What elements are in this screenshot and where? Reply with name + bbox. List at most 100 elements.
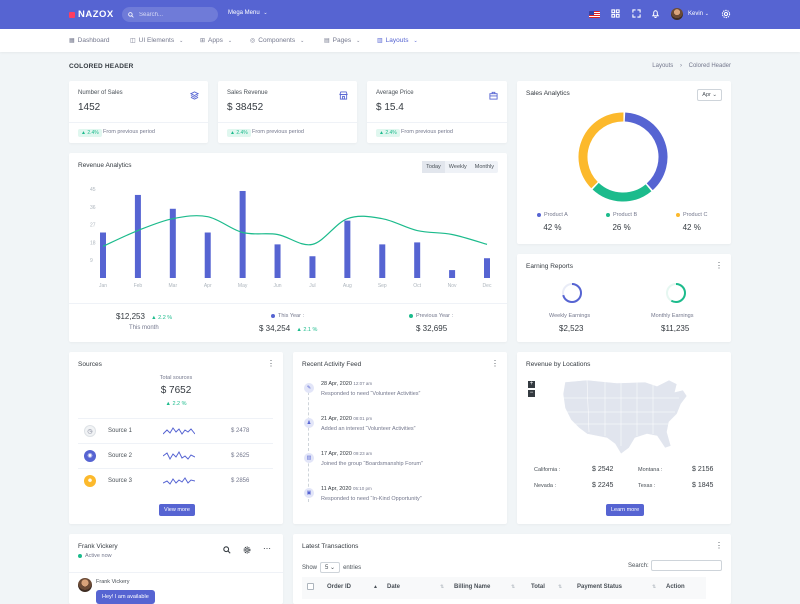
usa-map bbox=[562, 379, 688, 455]
search-icon bbox=[128, 11, 134, 18]
range-today-button[interactable]: Today bbox=[422, 161, 445, 173]
us-flag-icon[interactable] bbox=[589, 11, 600, 18]
recent-activity-card: Recent Activity Feed ⋮ ✎ 28 Apr, 2020 12… bbox=[293, 352, 507, 524]
stat-label: Number of Sales bbox=[78, 90, 123, 96]
column-order-id[interactable]: Order ID bbox=[327, 584, 352, 590]
revenue-bar bbox=[309, 256, 316, 278]
sort-icon[interactable]: ⇅ bbox=[511, 584, 516, 590]
sort-icon[interactable]: ⇅ bbox=[652, 584, 657, 590]
more-options-icon[interactable]: ⋯ bbox=[263, 544, 271, 553]
y-tick-label: 36 bbox=[90, 205, 96, 211]
briefcase-icon bbox=[488, 91, 498, 101]
revenue-line bbox=[102, 215, 488, 247]
legend-label-row: Product C bbox=[676, 212, 707, 218]
sort-icon[interactable]: ⇅ bbox=[440, 584, 445, 590]
revenue-bar bbox=[274, 244, 281, 278]
chat-status-text: Active now bbox=[85, 553, 112, 559]
card-title: Latest Transactions bbox=[302, 543, 359, 550]
month-select-value: Apr bbox=[702, 92, 711, 98]
mega-menu-toggle[interactable]: Mega Menu ⌄ bbox=[228, 10, 268, 16]
activity-time: 12:07 am bbox=[353, 381, 373, 386]
legend-dot bbox=[606, 213, 610, 217]
month-total: $12,253 ▲ 2.2 % bbox=[116, 312, 172, 321]
fullscreen-icon[interactable] bbox=[632, 9, 641, 20]
column-total[interactable]: Total bbox=[531, 584, 545, 590]
x-tick-label: Jun bbox=[274, 283, 282, 289]
revenue-bar bbox=[239, 190, 246, 278]
monthly-earnings-value: $11,235 bbox=[661, 324, 690, 333]
donut-slice bbox=[578, 112, 624, 189]
sort-asc-icon[interactable]: ▲ bbox=[373, 584, 378, 590]
legend-dot bbox=[271, 314, 275, 318]
location-value: $ 1845 bbox=[692, 482, 714, 489]
more-options-icon[interactable]: ⋮ bbox=[715, 261, 723, 270]
contact-avatar bbox=[78, 578, 92, 592]
online-dot bbox=[78, 554, 82, 558]
select-all-checkbox[interactable] bbox=[307, 583, 314, 590]
activity-date: 17 Apr, 2020 09:23 am bbox=[321, 451, 372, 457]
total-sources-change: ▲ 2.2 % bbox=[165, 401, 187, 407]
activity-time: 05:10 pm bbox=[353, 486, 372, 491]
legend-value: 26 % bbox=[612, 223, 631, 232]
settings-gear-icon[interactable] bbox=[721, 9, 731, 21]
horizontal-nav: ▦ Dashboard ◫ UI Elements ⌄ ⊞ Apps ⌄ ◎ Compone… bbox=[0, 29, 800, 52]
chevron-down-icon: ⌄ bbox=[227, 37, 233, 44]
revenue-analytics-card: Revenue Analytics Today Weekly Monthly 9… bbox=[69, 153, 507, 342]
source-value: $ 2478 bbox=[231, 428, 250, 434]
column-payment-status[interactable]: Payment Status bbox=[577, 584, 623, 590]
more-options-icon[interactable]: ⋮ bbox=[267, 359, 275, 368]
month-select[interactable]: Apr ⌄ bbox=[697, 89, 722, 101]
nav-layouts[interactable]: ▥ Layouts ⌄ bbox=[377, 37, 418, 44]
chevron-down-icon: ⌄ bbox=[300, 37, 305, 44]
bell-icon[interactable] bbox=[651, 9, 660, 20]
view-more-button[interactable]: View more bbox=[159, 504, 195, 516]
zoom-in-button[interactable]: + bbox=[528, 381, 535, 388]
legend-label: Product B bbox=[613, 212, 638, 218]
apps-grid-icon[interactable] bbox=[611, 9, 620, 20]
brand-logo[interactable]: NAZOX bbox=[69, 9, 114, 20]
activity-text: Responded to need “Volunteer Activities” bbox=[321, 391, 421, 397]
search-icon[interactable] bbox=[223, 546, 231, 554]
activity-date: 28 Apr, 2020 12:07 am bbox=[321, 381, 372, 387]
nav-pages[interactable]: ▤ Pages ⌄ bbox=[324, 37, 360, 44]
column-action[interactable]: Action bbox=[666, 584, 685, 590]
ui-elements-icon: ◫ bbox=[130, 38, 136, 44]
sales-analytics-card: Sales Analytics Apr ⌄ Product A 42 % Pro… bbox=[517, 81, 731, 244]
more-options-icon[interactable]: ⋮ bbox=[715, 541, 723, 550]
source-value: $ 2856 bbox=[231, 478, 250, 484]
range-weekly-button[interactable]: Weekly bbox=[448, 164, 467, 170]
user-menu[interactable]: Kevin ⌄ bbox=[688, 11, 709, 17]
legend-dot bbox=[409, 314, 413, 318]
source-row: ☻ Source 3 $ 2856 bbox=[78, 468, 273, 493]
range-toggle: Today Weekly Monthly bbox=[422, 161, 498, 173]
column-date[interactable]: Date bbox=[387, 584, 401, 590]
x-tick-label: Aug bbox=[343, 283, 352, 289]
user-avatar[interactable] bbox=[671, 8, 683, 20]
range-monthly-button[interactable]: Monthly bbox=[474, 164, 494, 170]
column-billing-name[interactable]: Billing Name bbox=[454, 584, 491, 590]
breadcrumb-layouts[interactable]: Layouts bbox=[652, 63, 674, 69]
nav-apps[interactable]: ⊞ Apps ⌄ bbox=[200, 37, 232, 44]
search-input[interactable] bbox=[139, 11, 209, 18]
settings-gear-icon[interactable] bbox=[243, 546, 251, 554]
sort-icon[interactable]: ⇅ bbox=[558, 584, 563, 590]
page-title: COLORED HEADER bbox=[69, 63, 134, 70]
x-tick-label: May bbox=[238, 283, 248, 289]
month-change: ▲ 2.2 % bbox=[151, 315, 173, 321]
source-value: $ 2625 bbox=[231, 453, 250, 459]
chat-card: Frank Vickery Active now ⋯ Frank Vickery… bbox=[69, 534, 283, 604]
revenue-bar bbox=[204, 232, 211, 278]
page-size-select[interactable]: 5 ⌄ bbox=[320, 562, 341, 573]
legend-product-a: Product A 42 % bbox=[537, 212, 568, 232]
legend-label-row: Product B bbox=[606, 212, 637, 218]
message-sender: Frank Vickery bbox=[96, 579, 130, 585]
nav-dashboard[interactable]: ▦ Dashboard bbox=[69, 37, 109, 44]
location-value: $ 2245 bbox=[592, 482, 614, 489]
learn-more-button[interactable]: Learn more bbox=[606, 504, 645, 516]
more-options-icon[interactable]: ⋮ bbox=[491, 359, 499, 368]
zoom-out-button[interactable]: − bbox=[528, 390, 535, 397]
nav-components[interactable]: ◎ Components ⌄ bbox=[250, 37, 304, 44]
pages-icon: ▤ bbox=[324, 38, 330, 44]
nav-ui-elements[interactable]: ◫ UI Elements ⌄ bbox=[130, 37, 183, 44]
table-search-input[interactable] bbox=[651, 560, 722, 571]
